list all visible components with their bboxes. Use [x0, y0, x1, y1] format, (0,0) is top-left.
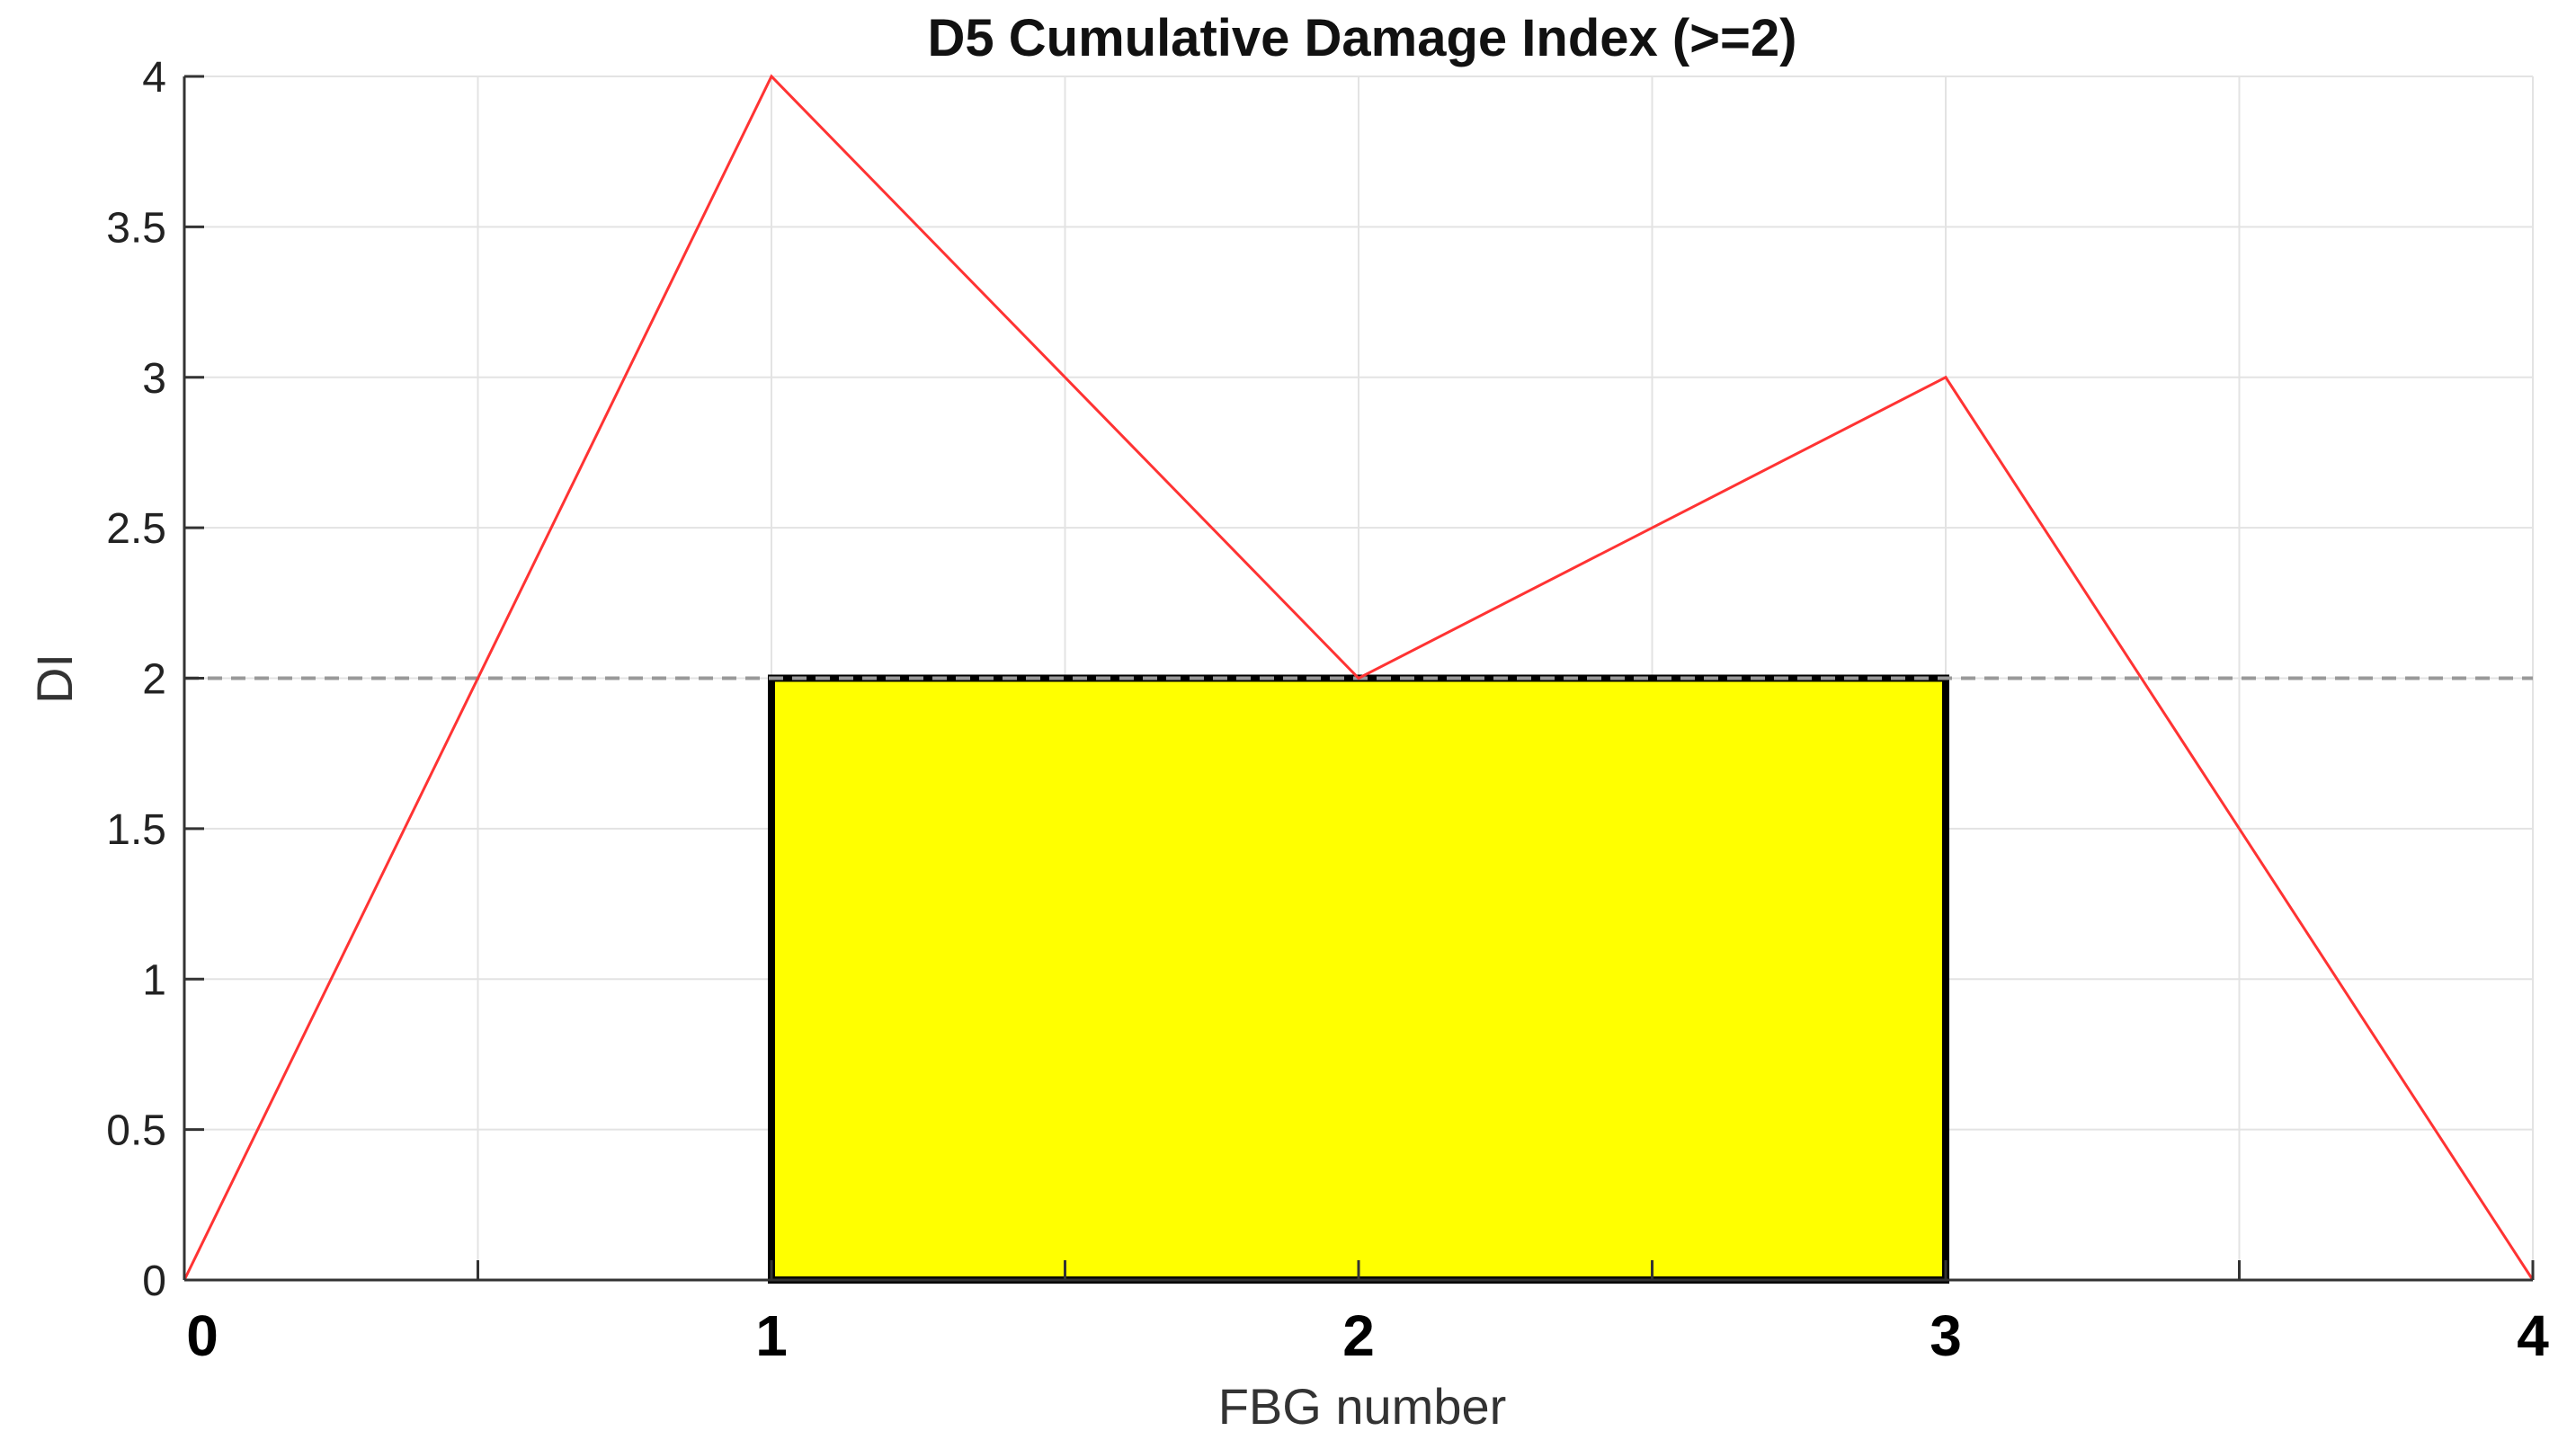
x-axis-label: FBG number: [1218, 1378, 1507, 1435]
y-tick-label: 0.5: [106, 1107, 166, 1155]
y-tick-label: 3.5: [106, 204, 166, 252]
y-axis-label: DI: [26, 653, 83, 704]
y-tick-label: 4: [142, 54, 166, 102]
x-tick-labels: 0 1 2 3 4: [186, 1303, 2549, 1368]
x-tick-label: 4: [2517, 1303, 2549, 1368]
x-tick-label: 2: [1342, 1303, 1375, 1368]
axes-layer: [183, 75, 2535, 1282]
x-tick-label: 1: [755, 1303, 788, 1368]
chart-title: D5 Cumulative Damage Index (>=2): [928, 9, 1797, 67]
y-tick-label: 1: [142, 956, 166, 1004]
y-tick-label: 3: [142, 355, 166, 403]
highlight-region: [768, 674, 1949, 1284]
highlight-region-layer: [768, 674, 1949, 1284]
y-tick-label: 0: [142, 1258, 166, 1305]
y-tick-label: 1.5: [106, 806, 166, 854]
y-tick-label: 2.5: [106, 505, 166, 553]
y-tick-labels: 0 0.5 1 1.5 2 2.5 3 3.5 4: [106, 54, 166, 1305]
x-tick-label: 3: [1930, 1303, 1962, 1368]
y-tick-label: 2: [142, 656, 166, 704]
x-tick-label: 0: [186, 1303, 218, 1368]
